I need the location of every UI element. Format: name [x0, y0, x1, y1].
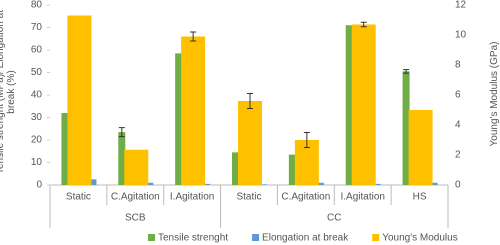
y2-tick-label: 12: [455, 0, 467, 11]
x-tick-label: I.Agitation: [340, 192, 384, 203]
bar: [181, 36, 206, 185]
y-tick-label: 20: [31, 135, 43, 146]
error-bar: [403, 69, 410, 74]
x-tick-label: C.Agitation: [111, 192, 160, 203]
y-axis-label: Tensile strenght (MPa)/ Elongation at br…: [0, 10, 17, 174]
x-tick-label: Static: [66, 192, 91, 203]
y2-tick-label: 0: [455, 180, 461, 191]
legend-swatch: [252, 234, 260, 241]
bar: [408, 110, 433, 185]
y-tick-label: 10: [31, 157, 43, 168]
y2-tick-label: 2: [455, 150, 461, 161]
legend-swatch: [148, 234, 155, 241]
y-tick-label: 30: [31, 112, 43, 123]
bar: [124, 149, 149, 185]
legend-label: Young's Modulus: [382, 233, 457, 244]
bar: [288, 154, 296, 185]
y-tick-label: 50: [31, 67, 43, 78]
y-tick-label: 70: [31, 22, 43, 33]
group-label: SCB: [125, 213, 146, 224]
bar: [67, 15, 92, 185]
y2-axis-label: Young's Modulus (GPa): [489, 41, 500, 147]
y2-tick-label: 4: [455, 120, 461, 131]
bar: [431, 182, 438, 185]
legend-label: Elongation at break: [262, 233, 349, 244]
error-bar: [360, 21, 367, 28]
x-tick-label: I.Agitation: [170, 192, 214, 203]
group-label: CC: [327, 213, 341, 224]
error-bar: [190, 31, 197, 42]
bar: [374, 183, 381, 185]
legend-label: Tensile strenght: [158, 233, 228, 244]
x-tick-label: HS: [413, 192, 427, 203]
bar: [261, 184, 267, 185]
legend-swatch: [372, 234, 380, 241]
y-tick-label: 60: [31, 45, 43, 56]
x-tick-label: C.Agitation: [281, 192, 330, 203]
bar: [345, 25, 353, 185]
bar: [238, 101, 262, 185]
bar: [175, 53, 183, 185]
bar: [118, 132, 126, 185]
y-tick-label: 80: [31, 0, 43, 11]
bar: [147, 182, 154, 185]
bar: [351, 24, 376, 185]
bar: [90, 179, 97, 185]
error-bar: [247, 93, 253, 109]
bar: [61, 113, 69, 185]
y2-tick-label: 10: [455, 30, 467, 41]
y2-tick-label: 8: [455, 60, 461, 71]
x-tick-label: Static: [236, 192, 261, 203]
bar: [317, 182, 324, 185]
bar: [402, 71, 410, 185]
error-bar: [118, 127, 125, 138]
y-tick-label: 0: [36, 180, 42, 191]
y-tick-label: 40: [31, 90, 43, 101]
y2-tick-label: 6: [455, 90, 461, 101]
bar: [204, 183, 211, 185]
bar: [232, 152, 239, 185]
error-bar: [303, 132, 310, 148]
